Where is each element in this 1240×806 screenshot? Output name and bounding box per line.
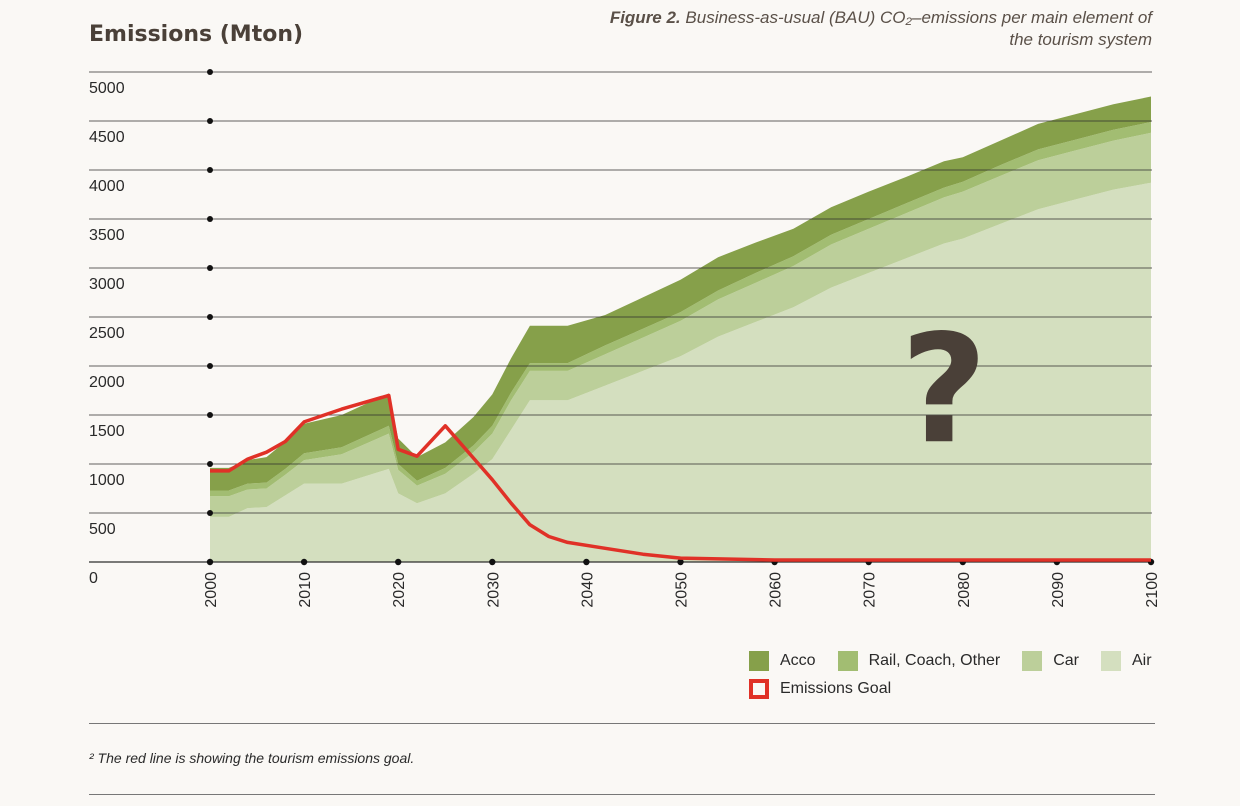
area-car [210,132,1151,517]
divider-top [89,723,1155,724]
legend-item-air: Air [1100,650,1152,671]
legend-swatch-rail [837,650,858,671]
y-tick-label-4500: 4500 [89,129,125,146]
x-tick-label-2010: 2010 [297,572,314,608]
x-tick-label-2090: 2090 [1050,572,1067,608]
legend-label-goal: Emissions Goal [780,679,892,697]
legend-label-air: Air [1131,651,1152,669]
legend-row-goal: Emissions Goal [749,678,1174,699]
legend-row-sectors: Acco Rail, Coach, Other Car Air [749,650,1174,671]
x-tick-dot-2040 [583,558,590,566]
legend: Acco Rail, Coach, Other Car Air Emission… [749,650,1174,706]
y-tick-label-1000: 1000 [89,472,125,489]
x-tick-label-2100: 2100 [1144,572,1161,608]
x-tick-dot-2050 [677,558,684,566]
y-tick-label-5000: 5000 [89,80,125,97]
x-tick-label-2040: 2040 [579,572,596,608]
legend-item-car: Car [1022,650,1079,671]
series-line-emissions-goal [210,393,1151,562]
emissions-chart: 0 500 1000 1500 2000 2500 3000 3500 4000 4500 5000… [89,69,1161,608]
annotation-question-mark: ? [900,303,987,477]
x-tick-label-2080: 2080 [956,572,973,608]
x-tick-label-2050: 2050 [674,572,691,608]
y-tick-dot-5000 [207,69,213,75]
area-rail-coach-other [210,122,1151,497]
area-air [210,182,1151,562]
legend-label-acco: Acco [780,651,816,669]
x-tick-dot-2020 [395,558,402,566]
y-tick-dot-4500 [207,118,213,124]
y-tick-label-2000: 2000 [89,374,125,391]
y-tick-label-500: 500 [89,521,116,538]
x-tick-label-2060: 2060 [768,572,785,608]
y-tick-dot-1000 [207,461,213,467]
legend-swatch-goal [749,678,769,699]
x-tick-label-2000: 2000 [203,572,220,608]
figure-label: Figure 2. [609,8,681,27]
y-tick-label-4000: 4000 [89,178,125,195]
legend-item-goal: Emissions Goal [749,678,892,699]
y-tick-dot-500 [207,510,213,516]
y-tick-label-3000: 3000 [89,276,125,293]
divider-bottom [89,794,1155,795]
y-tick-dot-3500 [207,216,213,222]
legend-swatch-acco [749,650,769,671]
area-acco [210,96,1151,491]
y-tick-dot-1500 [207,412,213,418]
x-tick-label-2030: 2030 [485,572,502,608]
legend-swatch-car [1022,650,1043,671]
y-tick-dot-4000 [207,167,213,173]
y-tick-label-1500: 1500 [89,423,125,440]
x-tick-label-2020: 2020 [391,572,408,608]
legend-label-car: Car [1053,651,1079,669]
figure-caption: Figure 2. Business-as-usual (BAU) CO₂–em… [592,7,1152,51]
legend-label-rail: Rail, Coach, Other [868,651,1001,669]
footnote: ² The red line is showing the tourism em… [89,750,415,766]
x-tick-dot-2030 [489,558,496,566]
y-tick-dot-2000 [207,363,213,369]
y-tick-label-3500: 3500 [89,227,125,244]
legend-item-acco: Acco [749,650,816,671]
figure-description: Business-as-usual (BAU) CO₂–emissions pe… [680,8,1152,49]
x-tick-label-2070: 2070 [862,572,879,608]
x-tick-dot-2010 [300,558,308,566]
legend-swatch-air [1100,650,1121,671]
y-axis-title: Emissions (Mton) [89,22,304,47]
x-tick-dot-2000 [206,558,214,566]
y-tick-label-0: 0 [89,570,98,587]
y-tick-dot-2500 [207,314,213,320]
y-tick-dot-3000 [207,265,213,271]
y-tick-label-2500: 2500 [89,325,125,342]
legend-item-rail: Rail, Coach, Other [837,650,1001,671]
